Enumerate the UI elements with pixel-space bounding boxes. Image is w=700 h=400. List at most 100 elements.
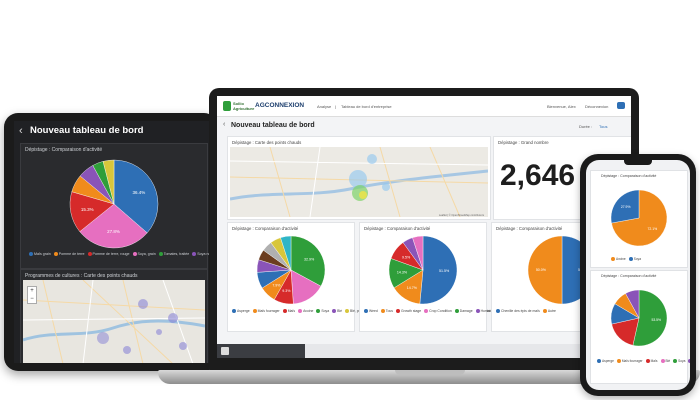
card-title: Dépistage : Comparaison d'activité [364, 226, 431, 231]
chart-legend: Asperge Maïs fourrager Maïs Avoine Soya Blé Bl… [232, 309, 506, 314]
legend-item-3: Avoine [298, 309, 313, 314]
tablet-pie-card: Dépistage : Comparaison d'activité 36.4%… [20, 143, 210, 269]
zoom-out-button[interactable]: − [30, 296, 34, 302]
card-title: Dépistage : Comparaison d'activité [601, 174, 657, 178]
pie-label-2: 9.3% [282, 289, 291, 293]
card-title: Dépistage : Comparaison d'activité [25, 147, 103, 153]
card-title: Dépistage : Comparaison d'activité [601, 274, 657, 278]
card-title: Dépistage : Comparaison d'activité [496, 226, 563, 231]
tablet-map-card: Programmes de cultures : Carte des point… [20, 269, 208, 363]
tablet-screen: ‹ Nouveau tableau de bord Dépistage : Co… [14, 121, 210, 363]
legend-item-2: Maïs [282, 309, 295, 314]
tablet-header: ‹ Nouveau tableau de bord [14, 121, 210, 141]
chart-legend: Avoine Soya [611, 257, 685, 262]
legend-item-1: Autre [542, 309, 556, 314]
legend-item-1: Maïs fourrager [616, 359, 643, 364]
tablet-pie-chart: 36.4% 27.8% 15.3% [69, 159, 159, 249]
pie-label-1: 27.9% [621, 205, 631, 209]
legend-item-5: Avoine [688, 359, 690, 364]
pie-label-3: 7.9% [272, 283, 281, 287]
pie-slice-0[interactable] [290, 235, 326, 287]
pie-slice-0[interactable] [419, 235, 458, 305]
legend-item-0: Weed [364, 309, 378, 314]
breadcrumb-separator: | [335, 104, 337, 109]
pie-slice-5[interactable] [412, 235, 424, 271]
chat-icon[interactable] [617, 102, 625, 109]
laptop-map-card: Dépistage : Carte des points chauds Leaf… [227, 136, 491, 220]
map-attribution: Leaflet | © OpenStreetMap contributors [438, 214, 484, 217]
pie-slice-0[interactable] [113, 159, 159, 234]
phone-screen: Dépistage : Comparaison d'activité 72.1%… [586, 160, 690, 390]
map-zoom-control: + − [27, 286, 37, 304]
back-chevron-icon[interactable]: ‹ [223, 121, 226, 128]
phone-pie-card-1: Dépistage : Comparaison d'activité 72.1%… [590, 170, 688, 268]
duration-label: Durée : [579, 124, 593, 129]
chevron-left-icon[interactable]: ‹ [19, 125, 23, 137]
duration-select[interactable]: Tous [599, 124, 608, 129]
pie-slice-1[interactable] [79, 203, 148, 249]
pie-slice-6[interactable] [102, 159, 115, 205]
phone-notch [624, 160, 652, 165]
app-top-bar: Sollio Agriculture AGCONNEXION Analyse |… [217, 96, 631, 117]
pie-label-2: 14.3% [397, 270, 408, 274]
bottom-tab-bar [217, 344, 631, 358]
legend-item-0: Asperge [597, 359, 614, 364]
phone-pie-chart-1: 72.1% 27.9% [610, 189, 668, 247]
pie-slice-1[interactable] [527, 235, 563, 305]
brand-logo-text: Sollio Agriculture [233, 101, 255, 111]
laptop-notch [395, 370, 465, 375]
legend-item-5: Blé [332, 309, 342, 314]
legend-item-0: Asperge [232, 309, 250, 314]
sollio-logo-icon [223, 101, 231, 111]
partner-logo: AGCONNEXION [255, 102, 305, 109]
legend-item-3: Crop Condition [424, 309, 452, 314]
pie-chart-1: 32.9% 9.3%7.9% [256, 235, 326, 305]
legend-item-4: Damage [454, 309, 473, 314]
phone-pie-card-2: Dépistage : Comparaison d'activité 53.5%… [590, 270, 690, 384]
laptop-pie-card-2: Dépistage : Comparaison d'activité 51.5%… [359, 222, 622, 332]
legend-item-5: Soya non OGM [192, 252, 210, 257]
hotspot-map[interactable] [230, 147, 488, 217]
pie-chart-2: 51.5% 14.7% 14.3% 9.5% [388, 235, 458, 305]
legend-item-0: Avoine [611, 257, 626, 262]
legend-item-3: Blé [660, 359, 670, 364]
laptop-base [158, 370, 700, 384]
legend-item-3: Soya, grain [132, 252, 156, 257]
card-title: Dépistage : Comparaison d'activité [232, 226, 299, 231]
user-greeting: Bienvenue, Alex [547, 104, 576, 109]
dashboard-title: Nouveau tableau de bord [231, 122, 315, 129]
pie-slice-0[interactable] [632, 289, 668, 347]
pie-label-1: 27.8% [107, 229, 120, 234]
legend-item-2: Growth stage [395, 309, 421, 314]
zoom-in-button[interactable]: + [30, 288, 34, 294]
logout-link[interactable]: Déconnexion [585, 104, 609, 109]
legend-item-4: Tomates, traitée [158, 252, 189, 257]
legend-item-1: Pomme de terre [53, 252, 85, 257]
breadcrumb-dashboard[interactable]: Tableau de bord d'entreprise [341, 104, 392, 109]
dashboard-icon[interactable] [221, 347, 229, 355]
chart-legend: Weed Tous Growth stage Crop Condition Damage… [364, 309, 622, 314]
pie-slice-9[interactable] [280, 235, 292, 271]
legend-item-4: Soya [673, 359, 685, 364]
breadcrumb-analyse[interactable]: Analyse [317, 104, 332, 109]
pie-label-0: 51.5% [439, 269, 450, 273]
pie-label-1: 14.7% [407, 286, 418, 290]
legend-item-1: Maïs fourrager [252, 309, 280, 314]
pie-slice-1[interactable] [610, 189, 640, 224]
pie-slice-0[interactable] [611, 189, 668, 247]
pie-label-0: 53.5% [651, 318, 661, 322]
pie-label-3: 9.5% [402, 256, 411, 260]
legend-item-1: Soya [628, 257, 641, 262]
card-title: Dépistage : Carte des points chauds [232, 140, 302, 145]
pie-slice-4[interactable] [625, 289, 640, 319]
legend-item-1: Tous [380, 309, 393, 314]
pie-label-0: 36.4% [132, 190, 145, 195]
tablet-map[interactable] [23, 280, 205, 363]
laptop-pie-card-1: Dépistage : Comparaison d'activité 32.9%… [227, 222, 506, 332]
chart-legend: Chenille des épis de maïs Autre [496, 309, 628, 314]
chart-legend: Maïs grain Pomme de terre Pomme de terre, … [29, 252, 210, 257]
card-title: Dépistage : Grand nombre [498, 140, 549, 145]
phone-pie-chart-2: 53.5% [610, 289, 668, 347]
tab-strip [305, 344, 631, 358]
pie-label-1: 50.0% [536, 268, 547, 272]
